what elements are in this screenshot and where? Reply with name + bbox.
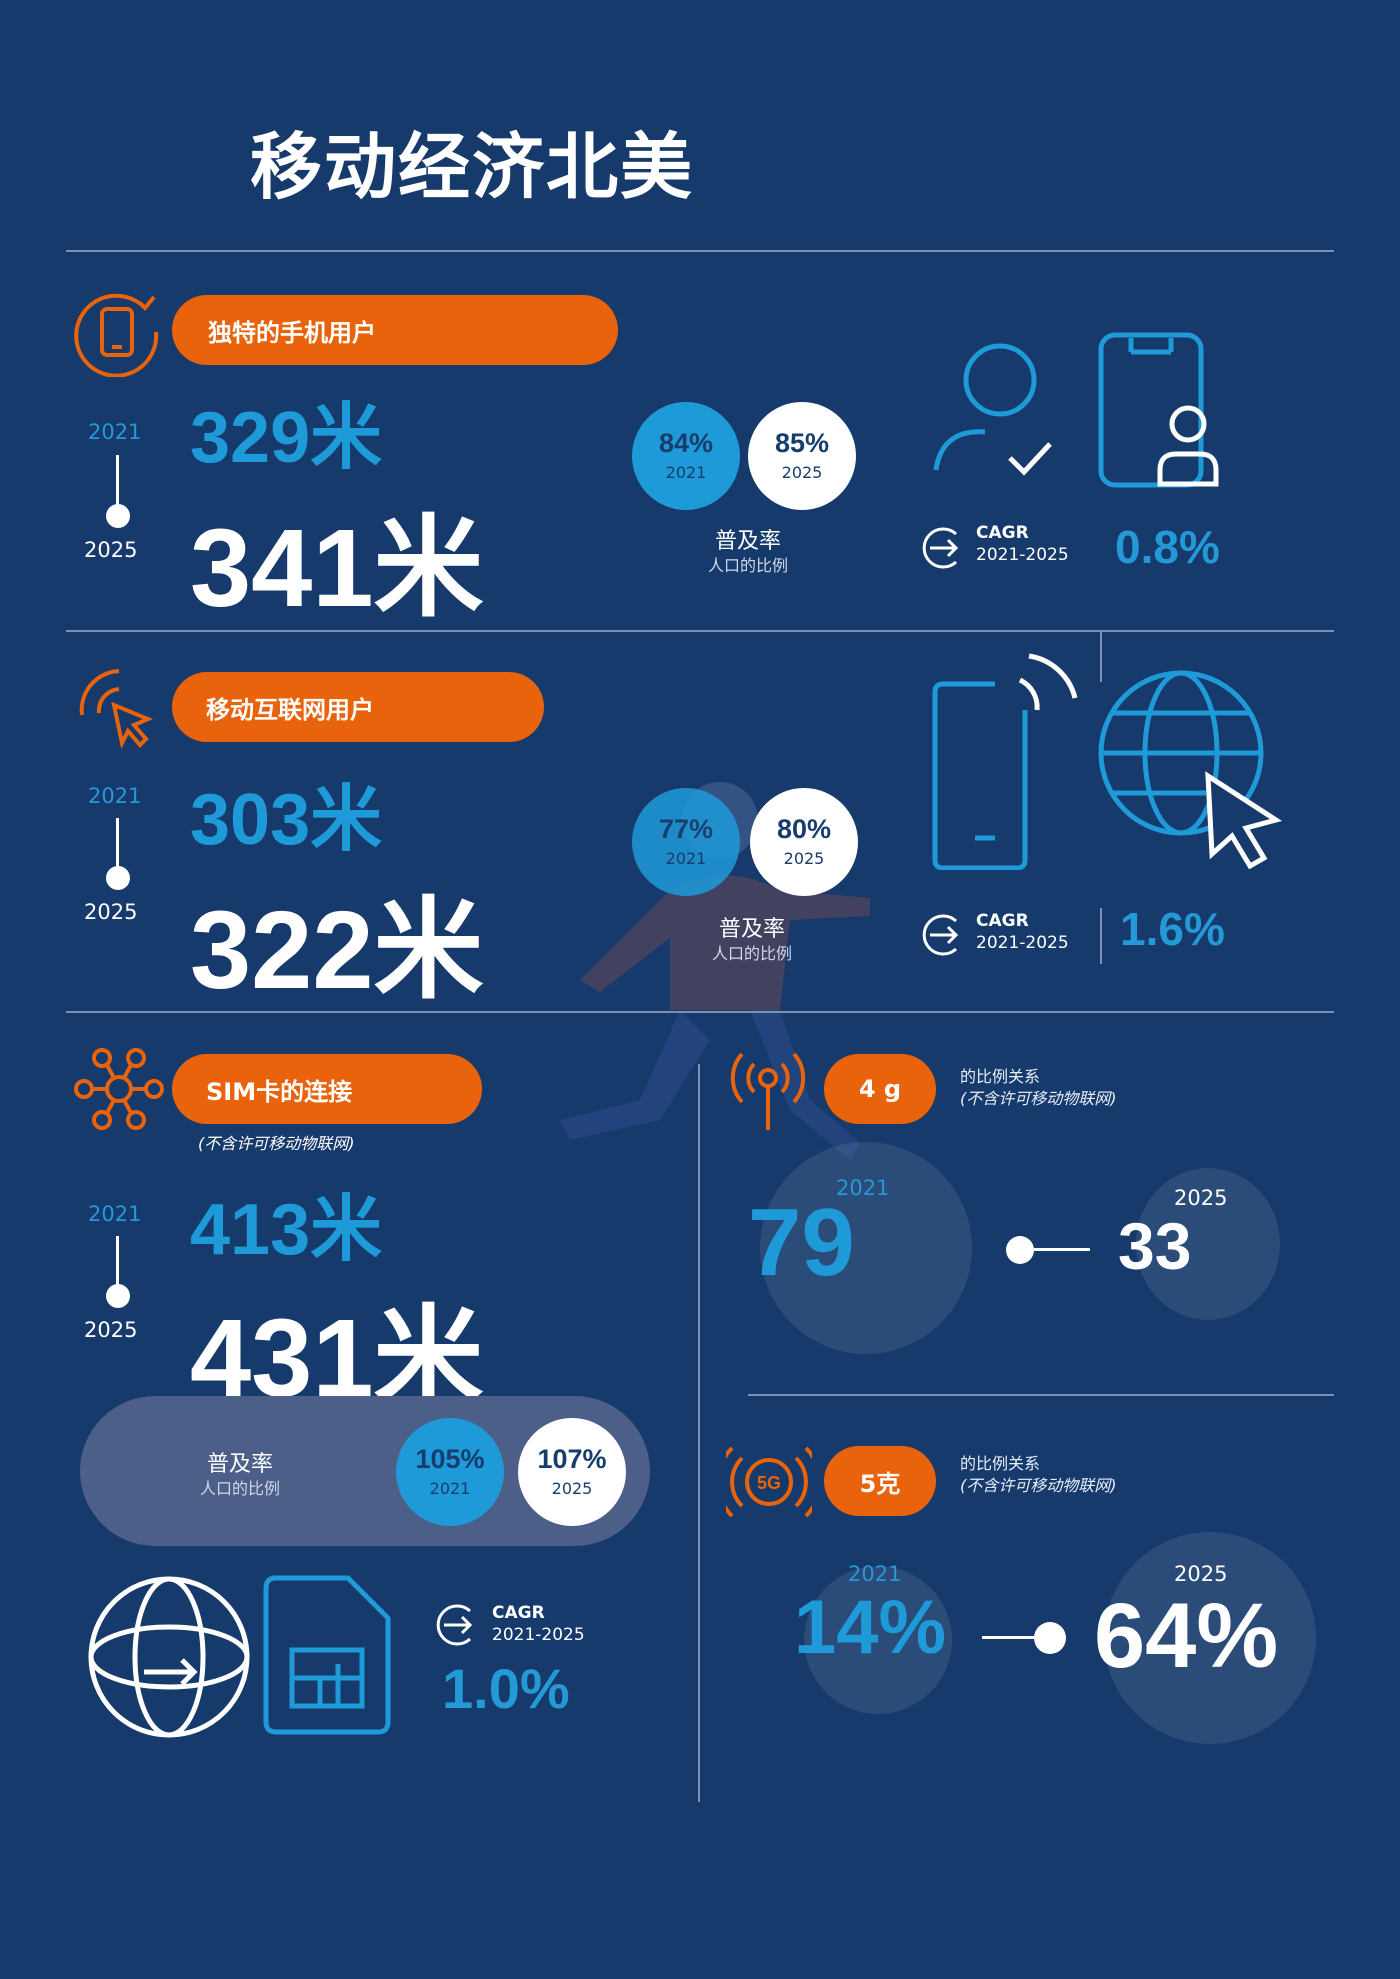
divider-top (66, 250, 1334, 252)
year-2025: 2025 (1174, 1186, 1228, 1210)
timeline-line (116, 1236, 119, 1286)
globe-arrow-icon (84, 1572, 254, 1746)
cagr-divider (1100, 908, 1102, 964)
phone-signal-icon (925, 650, 1085, 874)
timeline-dot (106, 504, 130, 528)
penetration-subtitle: 人口的比例 (711, 944, 792, 963)
arrow-circle-icon (922, 912, 968, 962)
phone-user-icon (74, 287, 164, 381)
timeline-year-start: 2021 (88, 784, 142, 808)
divider-1 (66, 630, 1334, 632)
penetration-title: 普及率 (714, 529, 781, 554)
antenna-icon (726, 1050, 810, 1134)
value-2025: 322米 (190, 889, 484, 1012)
penetration-circle-2025: 107% 2025 (518, 1418, 626, 1526)
value-2021: 14% (794, 1585, 947, 1670)
cagr-value: 1.6% (1120, 903, 1225, 955)
timeline-dot (1034, 1622, 1066, 1654)
5g-icon-text: 5G (757, 1473, 781, 1493)
unique-mobile-users-label: 独特的手机用户 (172, 295, 618, 365)
divider-2 (66, 1011, 1334, 1013)
penetration-title: 普及率 (718, 917, 785, 942)
value-2021: 303米 (190, 780, 383, 860)
cagr-label: CAGR 2021-2025 (976, 911, 1069, 954)
penetration-subtitle: 人口的比例 (199, 1479, 280, 1498)
value-2021: 329米 (190, 398, 383, 478)
penetration-circle-2025: 85% 2025 (748, 402, 856, 510)
cagr-value: 1.0% (442, 1657, 570, 1720)
divider-vertical (698, 1064, 700, 1802)
timeline-year-end: 2025 (84, 1318, 138, 1342)
value-2021: 413米 (190, 1190, 383, 1270)
sim-connections-label: SIM卡的连接 (172, 1054, 482, 1124)
penetration-circle-2025: 80% 2025 (750, 788, 858, 896)
value-2025: 64% (1094, 1585, 1279, 1687)
5g-note: 的比例关系 (不含许可移动物联网) (960, 1454, 1117, 1496)
4g-label: 4 g (824, 1054, 936, 1124)
timeline-year-end: 2025 (84, 538, 138, 562)
cagr-label: CAGR 2021-2025 (976, 523, 1069, 566)
bubble-2021 (804, 1566, 952, 1714)
mobile-internet-users-label: 移动互联网用户 (172, 672, 544, 742)
penetration-subtitle: 人口的比例 (707, 556, 788, 575)
phone-profile-icon (1096, 330, 1226, 499)
sim-note: (不含许可移动物联网) (198, 1134, 355, 1153)
timeline-dot (106, 1284, 130, 1308)
timeline-line (982, 1636, 1036, 1639)
timeline-line (1030, 1248, 1090, 1251)
cagr-label: CAGR 2021-2025 (492, 1603, 585, 1646)
bubble-2025 (1136, 1168, 1280, 1320)
value-2021: 79 (748, 1189, 855, 1296)
timeline-year-end: 2025 (84, 900, 138, 924)
page-title: 移动经济北美 (250, 124, 695, 209)
arrow-circle-icon (436, 1602, 482, 1652)
year-2021: 2021 (848, 1562, 902, 1586)
cagr-value: 0.8% (1115, 521, 1220, 573)
timeline-year-start: 2021 (88, 420, 142, 444)
year-2025: 2025 (1174, 1562, 1228, 1586)
5g-signal-icon: 5G (715, 1440, 823, 1528)
sim-card-icon (262, 1574, 392, 1740)
network-nodes-icon (74, 1044, 164, 1138)
cursor-click-icon (74, 665, 164, 759)
penetration-circle-2021: 84% 2021 (632, 402, 740, 510)
divider-4g-5g (748, 1394, 1334, 1396)
globe-cursor-icon (1096, 668, 1286, 882)
year-2021: 2021 (836, 1176, 890, 1200)
user-check-icon (930, 340, 1060, 484)
value-2025: 341米 (190, 507, 484, 630)
timeline-dot (1006, 1236, 1034, 1264)
penetration-circle-2021: 105% 2021 (396, 1418, 504, 1526)
penetration-circle-2021: 77% 2021 (632, 788, 740, 896)
bubble-2025 (1104, 1532, 1316, 1744)
5g-label: 5克 (824, 1446, 936, 1516)
arrow-circle-icon (922, 525, 968, 575)
timeline-line (116, 818, 119, 868)
timeline-year-start: 2021 (88, 1202, 142, 1226)
penetration-title: 普及率 (206, 1452, 273, 1477)
value-2025: 33 (1118, 1209, 1192, 1283)
icon-divider (1100, 632, 1102, 682)
4g-note: 的比例关系 (不含许可移动物联网) (960, 1067, 1117, 1109)
timeline-dot (106, 866, 130, 890)
bubble-2021 (760, 1142, 972, 1354)
timeline-line (116, 455, 119, 505)
